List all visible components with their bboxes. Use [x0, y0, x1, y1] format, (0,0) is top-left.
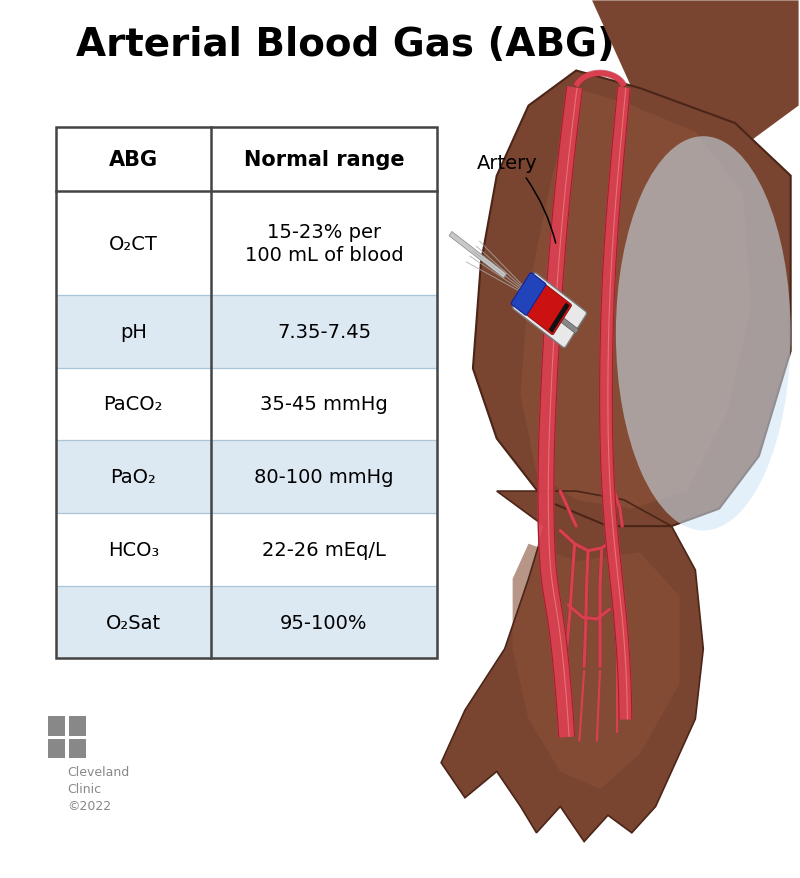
- Text: 80-100 mmHg: 80-100 mmHg: [254, 468, 394, 486]
- Bar: [56, 128, 437, 658]
- Polygon shape: [473, 71, 790, 527]
- Bar: [56, 368, 210, 441]
- Polygon shape: [592, 2, 798, 141]
- Bar: [56, 192, 210, 296]
- Bar: [210, 192, 437, 296]
- Bar: [56, 441, 210, 514]
- FancyBboxPatch shape: [513, 274, 586, 349]
- Bar: [210, 368, 437, 441]
- Text: HCO₃: HCO₃: [108, 540, 159, 559]
- Text: PaCO₂: PaCO₂: [103, 395, 163, 414]
- Bar: [69, 739, 86, 759]
- Bar: [48, 739, 66, 759]
- Ellipse shape: [616, 137, 790, 531]
- Text: Cleveland
Clinic
©2022: Cleveland Clinic ©2022: [67, 766, 130, 812]
- Bar: [210, 296, 437, 368]
- Text: pH: pH: [120, 322, 146, 342]
- Bar: [56, 586, 210, 658]
- Text: 95-100%: 95-100%: [280, 613, 368, 632]
- Polygon shape: [513, 544, 679, 789]
- Bar: [210, 441, 437, 514]
- Bar: [210, 514, 437, 586]
- Text: O₂Sat: O₂Sat: [106, 613, 161, 632]
- Bar: [560, 318, 578, 335]
- Text: 22-26 mEq/L: 22-26 mEq/L: [262, 540, 386, 559]
- Text: O₂CT: O₂CT: [109, 234, 158, 254]
- Text: 35-45 mmHg: 35-45 mmHg: [260, 395, 388, 414]
- Text: Artery: Artery: [477, 154, 538, 173]
- Polygon shape: [599, 88, 632, 719]
- Polygon shape: [538, 88, 582, 738]
- Text: Normal range: Normal range: [244, 150, 404, 170]
- Bar: [56, 128, 437, 658]
- Polygon shape: [521, 89, 751, 509]
- Bar: [56, 128, 210, 192]
- Bar: [449, 232, 506, 278]
- Bar: [549, 303, 570, 334]
- Text: 15-23% per
100 mL of blood: 15-23% per 100 mL of blood: [245, 223, 403, 265]
- Text: 7.35-7.45: 7.35-7.45: [277, 322, 371, 342]
- Text: ABG: ABG: [109, 150, 158, 170]
- FancyBboxPatch shape: [511, 273, 546, 316]
- Bar: [56, 296, 210, 368]
- Text: PaO₂: PaO₂: [110, 468, 156, 486]
- Bar: [210, 128, 437, 192]
- Bar: [210, 586, 437, 658]
- Polygon shape: [441, 492, 703, 842]
- Bar: [69, 716, 86, 736]
- FancyBboxPatch shape: [522, 282, 571, 335]
- Bar: [56, 514, 210, 586]
- Bar: [48, 716, 66, 736]
- Text: Arterial Blood Gas (ABG): Arterial Blood Gas (ABG): [76, 26, 615, 64]
